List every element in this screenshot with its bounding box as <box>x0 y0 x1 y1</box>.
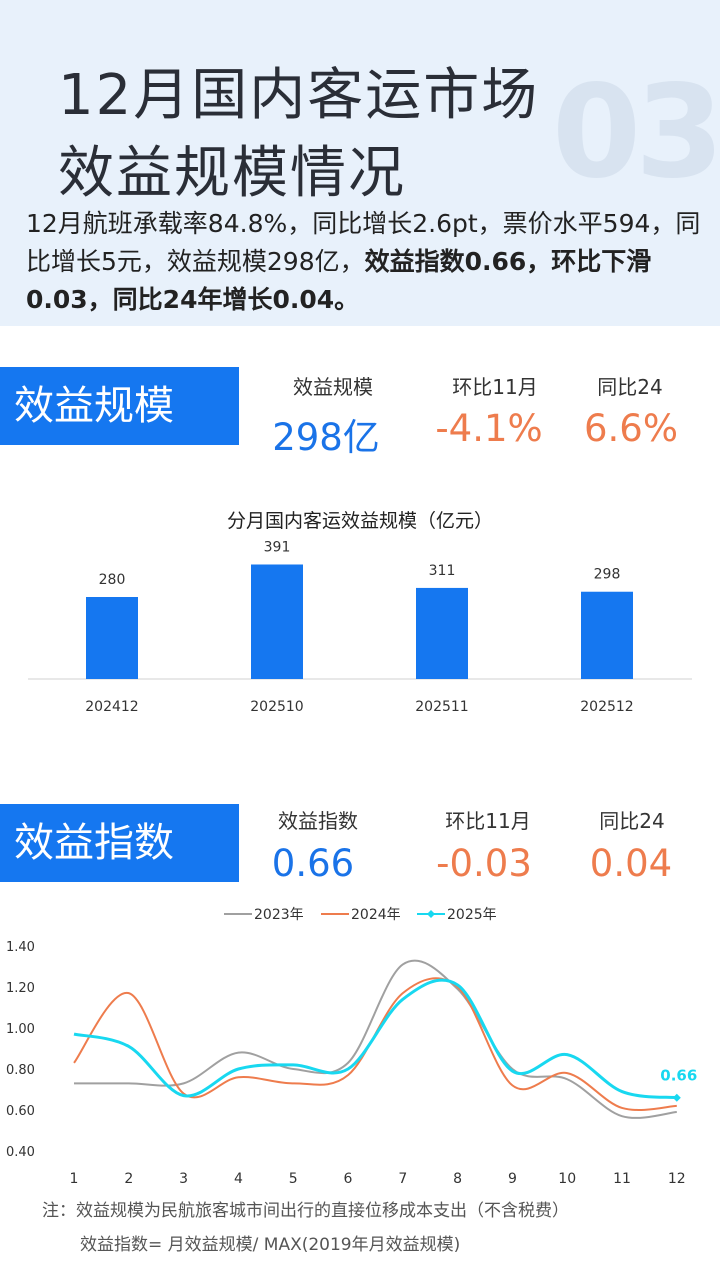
bar <box>251 564 303 679</box>
x-tick-label: 1 <box>70 1171 79 1187</box>
series-end-label: 0.66 <box>660 1067 697 1085</box>
bar-category-label: 202511 <box>415 699 468 715</box>
x-tick-label: 10 <box>558 1171 576 1187</box>
x-tick-label: 5 <box>289 1171 298 1187</box>
bar <box>86 597 138 679</box>
page-title-line2: 效益规模情况 <box>58 141 406 206</box>
x-tick-label: 3 <box>179 1171 188 1187</box>
bar-category-label: 202510 <box>250 699 303 715</box>
x-tick-label: 7 <box>398 1171 407 1187</box>
series-end-marker <box>672 1093 681 1102</box>
note-line2: 效益指数= 月效益规模/ MAX(2019年月效益规模) <box>80 1235 461 1255</box>
summary-normal: 12月航班承载率84.8%，同比增长2.6pt，票价水平594，同比增长5元，效… <box>26 209 701 276</box>
kpi-value-index-yoy: 0.04 <box>589 842 673 885</box>
bar-chart: 280 202412 391 202510 311 202511 298 202512 <box>28 540 692 715</box>
legend-label-0: 2023年 <box>254 907 304 923</box>
y-tick-label: 1.40 <box>6 940 35 955</box>
legend-marker <box>427 910 435 918</box>
y-tick-label: 0.40 <box>6 1145 35 1160</box>
x-tick-label: 6 <box>344 1171 353 1187</box>
x-tick-label: 9 <box>508 1171 517 1187</box>
legend-label-2: 2025年 <box>447 907 497 923</box>
kpi-value-scale: 298亿 <box>272 416 380 459</box>
x-tick-label: 8 <box>453 1171 462 1187</box>
bar-category-label: 202412 <box>85 699 138 715</box>
bar-category-label: 202512 <box>580 699 633 715</box>
kpi-label-yoy: 同比24 <box>597 375 663 399</box>
kpi-value-index: 0.66 <box>271 842 355 885</box>
x-tick-label: 11 <box>613 1171 631 1187</box>
bar-value-label: 298 <box>594 567 621 583</box>
y-tick-label: 1.20 <box>6 981 35 996</box>
bar-value-label: 280 <box>99 572 126 588</box>
kpi-label-index-yoy: 同比24 <box>599 809 665 833</box>
section-number: 03 <box>552 58 720 207</box>
series-line-0 <box>73 959 677 1119</box>
y-tick-label: 1.00 <box>6 1022 35 1037</box>
bar-value-label: 311 <box>429 563 456 579</box>
bar-value-label: 391 <box>264 540 291 555</box>
kpi-label-index-mom: 环比11月 <box>445 809 531 833</box>
summary-bold: 效益指数0.66，环比下滑0.03，同比24年增长0.04。 <box>26 247 652 314</box>
kpi-label-index: 效益指数 <box>278 809 358 833</box>
x-tick-label: 4 <box>234 1171 243 1187</box>
kpi-value-index-mom: -0.03 <box>436 842 532 885</box>
x-tick-label: 12 <box>668 1171 686 1187</box>
section-label-scale: 效益规模 <box>0 367 239 445</box>
bar <box>581 591 633 679</box>
bar <box>416 587 468 679</box>
kpi-label-scale: 效益规模 <box>293 375 373 399</box>
y-tick-label: 0.60 <box>6 1104 35 1119</box>
series-line-2 <box>73 978 677 1100</box>
x-tick-label: 2 <box>124 1171 133 1187</box>
line-chart: 1.401.201.000.800.600.401 2 3 4 5 6 7 8 9 10 11 120… <box>6 907 697 1187</box>
summary-text: 12月航班承载率84.8%，同比增长2.6pt，票价水平594，同比增长5元，效… <box>26 205 716 319</box>
section-label-index: 效益指数 <box>0 804 239 882</box>
kpi-value-mom: -4.1% <box>435 407 543 450</box>
series-line-1 <box>73 977 677 1111</box>
kpi-value-yoy: 6.6% <box>584 407 678 450</box>
page-title-line1: 12月国内客运市场 <box>58 63 540 128</box>
y-tick-label: 0.80 <box>6 1063 35 1078</box>
header-banner: 03 12月国内客运市场 效益规模情况 12月航班承载率84.8%，同比增长2.… <box>0 0 720 326</box>
legend-label-1: 2024年 <box>351 907 401 923</box>
note-line1: 注：效益规模为民航旅客城市间出行的直接位移成本支出（不含税费） <box>42 1201 569 1221</box>
bar-chart-title: 分月国内客运效益规模（亿元） <box>226 510 493 532</box>
kpi-label-mom: 环比11月 <box>452 375 538 399</box>
